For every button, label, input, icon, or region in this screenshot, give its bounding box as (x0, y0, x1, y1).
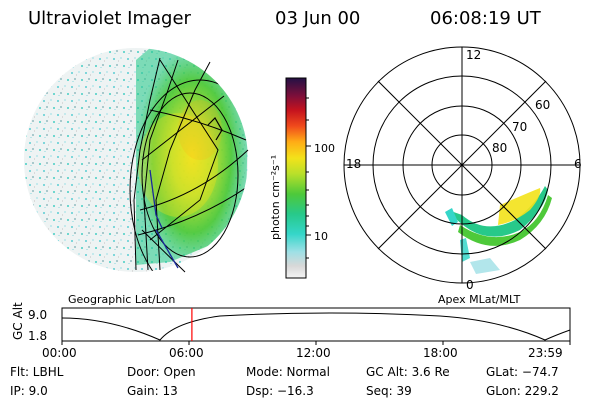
mlt-label-18: 18 (346, 157, 361, 171)
polar-plot (343, 46, 581, 284)
info-gc-alt: GC Alt: 3.6 Re (366, 365, 450, 379)
timeline-tick-1800: 18:00 (423, 346, 458, 360)
polar-caption: Apex MLat/MLT (438, 293, 521, 306)
timeline-ymin: 1.8 (28, 329, 47, 343)
info-ip: IP: 9.0 (10, 384, 48, 398)
mlt-label-0: 0 (466, 278, 474, 292)
info-filter: Flt: LBHL (10, 365, 64, 379)
color-bar (285, 77, 311, 279)
info-gain: Gain: 13 (127, 384, 178, 398)
altitude-timeline (61, 307, 571, 345)
timeline-tick-2359: 23:59 (528, 346, 563, 360)
time-label: 06:08:19 UT (430, 8, 541, 29)
date-label: 03 Jun 00 (275, 8, 361, 29)
mlt-label-12: 12 (466, 48, 481, 62)
colorbar-tick-100: 100 (314, 142, 335, 155)
instrument-title: Ultraviolet Imager (28, 8, 191, 29)
info-glat: GLat: −74.7 (486, 365, 559, 379)
geographic-grid (129, 57, 249, 273)
mlat-label-70: 70 (512, 120, 527, 134)
timeline-tick-1200: 12:00 (296, 346, 331, 360)
colorbar-tick-10: 10 (314, 230, 328, 243)
mlat-label-60: 60 (535, 98, 550, 112)
info-mode: Mode: Normal (246, 365, 330, 379)
timeline-ylabel: GC Alt (11, 302, 25, 340)
info-door: Door: Open (127, 365, 196, 379)
info-seq: Seq: 39 (366, 384, 412, 398)
mlat-label-80: 80 (492, 141, 507, 155)
mlt-label-6: 6 (574, 157, 582, 171)
earth-disk (24, 48, 248, 272)
info-dsp: Dsp: −16.3 (246, 384, 314, 398)
info-glon: GLon: 229.2 (486, 384, 559, 398)
colorbar-label: photon cm⁻²s⁻¹ (269, 155, 282, 240)
timeline-tick-0600: 06:00 (169, 346, 204, 360)
map-caption: Geographic Lat/Lon (68, 293, 175, 306)
timeline-tick-0000: 00:00 (42, 346, 77, 360)
timeline-ymax: 9.0 (28, 308, 47, 322)
